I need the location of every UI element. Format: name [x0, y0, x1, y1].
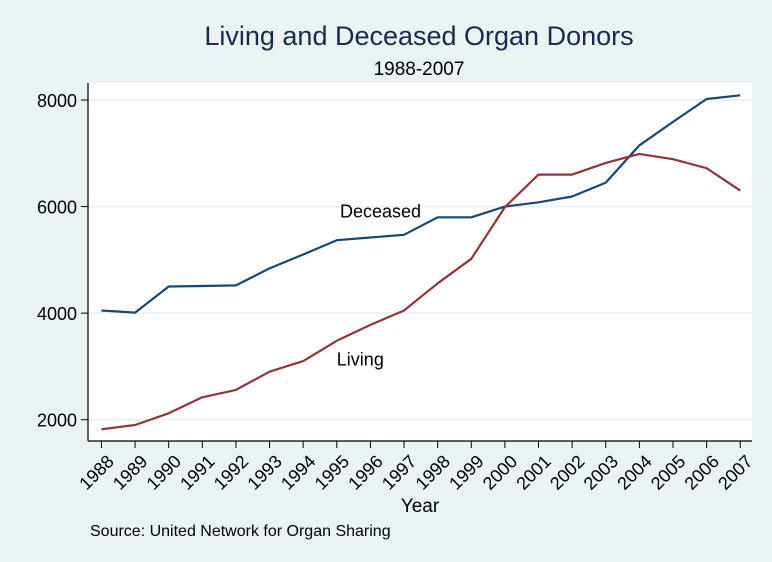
source-note: Source: United Network for Organ Sharing — [90, 523, 391, 540]
x-tick-label: 2003 — [580, 451, 622, 493]
x-tick-label: 1990 — [143, 451, 185, 493]
x-axis-title: Year — [401, 496, 440, 517]
chart-subtitle: 1988-2007 — [374, 59, 465, 80]
series-lines — [101, 94, 741, 431]
x-tick-label: 1998 — [412, 451, 454, 493]
x-tick-label: 2005 — [647, 451, 689, 493]
y-tick-label: 2000 — [37, 411, 77, 431]
x-tick-label: 1993 — [243, 451, 285, 493]
y-tick-label: 6000 — [37, 198, 77, 218]
y-tick-label: 8000 — [37, 91, 77, 111]
x-tick-label: 1997 — [378, 451, 420, 493]
x-tick-label: 2004 — [613, 451, 655, 493]
x-tick-label: 1994 — [277, 451, 319, 493]
x-tick-label: 1999 — [445, 451, 487, 493]
x-tick-label: 2002 — [546, 451, 588, 493]
gridlines — [88, 99, 752, 421]
x-tick-label: 2006 — [681, 451, 723, 493]
series-label-deceased: Deceased — [340, 201, 421, 221]
series-labels: Deceased Living — [337, 201, 421, 369]
y-tick-label: 4000 — [37, 304, 77, 324]
series-line-living — [101, 152, 741, 431]
x-tick-label: 1991 — [176, 451, 218, 493]
x-tick-label: 1995 — [311, 451, 353, 493]
series-line-deceased — [101, 94, 741, 314]
x-tick-label: 2000 — [479, 451, 521, 493]
chart-title: Living and Deceased Organ Donors — [204, 21, 633, 51]
x-tick-label: 1996 — [344, 451, 386, 493]
x-tick-label: 1989 — [109, 451, 151, 493]
x-tick-label: 1988 — [75, 451, 117, 493]
series-label-living: Living — [337, 349, 384, 369]
x-tick-label: 2001 — [512, 451, 554, 493]
x-tick-label: 2007 — [714, 451, 756, 493]
x-tick-label: 1992 — [210, 451, 252, 493]
